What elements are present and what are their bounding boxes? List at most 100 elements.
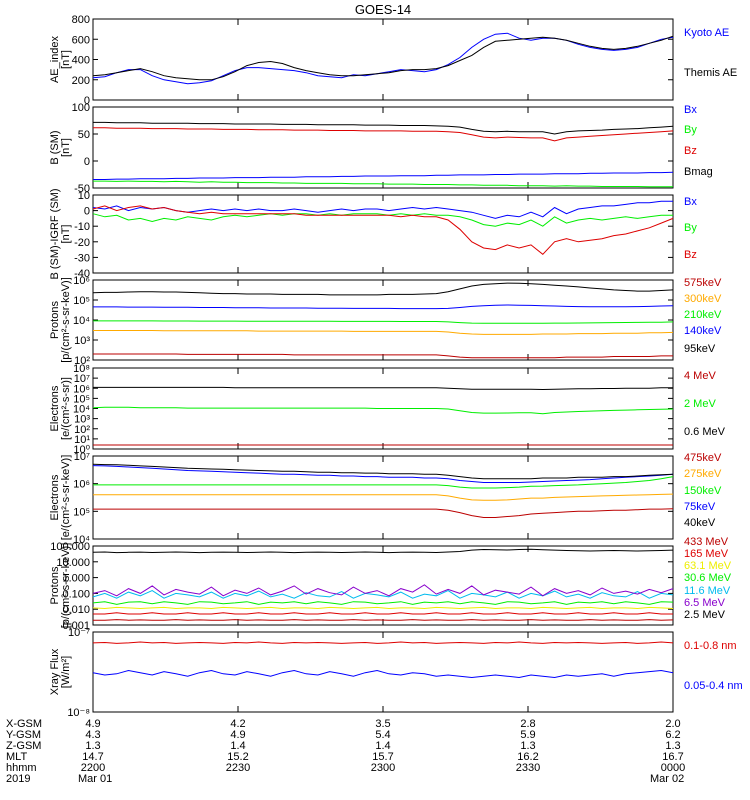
footer-row-label: Y-GSM [6,729,41,741]
electrons_kev-ylabel: Electrons [49,474,61,520]
bigrf-ytick-label: -10 [74,221,90,233]
electrons_kev-ytick-label: 10⁴ [73,534,90,546]
bsm-ytick-label: -50 [74,183,90,195]
footer-row-value: 1.3 [85,740,100,752]
electrons_kev-ytick-label: 10⁶ [73,479,90,491]
footer-row-value: 4.9 [230,729,245,741]
electrons_mev-ytick-label: 10⁷ [74,373,90,385]
footer-row-label: hhmm [6,762,37,774]
protons_hi-ytick-label: 10.000 [56,557,90,569]
protons_hi-ylabel: [p/(cm²-s-sr-keV)] [60,543,72,629]
footer-row-label: X-GSM [6,718,42,730]
electrons_kev-series-line [92,463,674,480]
protons_mev-ytick-label: 10⁴ [73,315,90,327]
ae-ytick-label: 800 [72,14,90,26]
protons_mev-series-line [93,304,674,310]
footer-row-value: 15.2 [227,751,248,763]
bsm-legend-entry: Bz [684,145,697,157]
bigrf-series-line [92,213,673,227]
protons_hi-series-line [92,548,674,554]
electrons_kev-frame [92,455,674,540]
footer-row-value: 2230 [226,762,250,774]
footer-row-label: Z-GSM [6,740,41,752]
footer-row-value: 1.3 [520,740,535,752]
electrons_mev-ytick-label: 10⁰ [73,444,90,456]
bsm-legend-entry: Bx [684,104,697,116]
electrons_mev-ytick-label: 10⁸ [73,363,90,375]
protons_hi-ytick-label: 0.100 [62,588,90,600]
protons_mev-series-line [93,353,673,359]
bsm-ylabel: [nT] [60,138,72,157]
ae-series-line [92,32,674,85]
protons_hi-series-line [92,601,674,605]
bsm-ytick-label: 100 [72,102,90,114]
bsm-ytick-label: 50 [78,129,90,141]
bsm-ytick-label: 0 [84,156,90,168]
footer-row-value: 2200 [81,762,105,774]
protons_mev-ytick-label: 10⁶ [73,275,90,287]
protons_hi-series-line [92,584,674,597]
footer-row-value: 4.3 [85,729,100,741]
ae-frame [92,18,674,101]
electrons_mev-series-line [93,386,673,391]
electrons_kev-series-line [93,476,674,489]
bigrf-series-line [92,205,674,255]
ae-legend-entry: Kyoto AE [684,27,729,39]
footer-row-value: 2330 [516,762,540,774]
footer-row-value: 4.2 [230,718,245,730]
bigrf-ytick-label: 0 [84,206,90,218]
footer-row-label: 2019 [6,773,30,785]
protons_hi-series-line [92,590,674,599]
electrons_kev-ytick-label: 10⁵ [73,506,90,518]
electrons_mev-ytick-label: 10⁶ [73,383,90,395]
xray-ylabel: [W/m²] [60,656,72,688]
protons_mev-legend-entry: 300keV [684,293,722,305]
protons_mev-ytick-label: 10⁵ [73,295,90,307]
protons_mev-series-line [93,330,674,335]
footer-row-label: MLT [6,751,27,763]
xray-ytick-label: 10⁻⁸ [67,707,90,719]
protons_hi-legend-entry: 165 MeV [684,548,729,560]
chart-title: GOES-14 [355,2,411,17]
footer-row-value: Mar 01 [78,773,112,785]
footer-row-value: 2.0 [665,718,680,730]
protons_hi-legend-entry: 63.1 MeV [684,560,732,572]
ae-ytick-label: 0 [84,95,90,107]
footer-row-value: 5.4 [375,729,390,741]
bsm-legend-entry: By [684,124,697,136]
xray-series-line [92,669,674,679]
electrons_kev-series-line [93,493,674,501]
electrons_mev-legend-entry: 2 MeV [684,398,716,410]
electrons_kev-series-line [93,508,674,518]
ae-legend-entry: Themis AE [684,67,737,79]
footer-row-value: 0000 [661,762,685,774]
electrons_kev-legend-entry: 75keV [684,501,716,513]
protons_hi-series-line [93,619,674,621]
ae-ytick-label: 200 [72,75,90,87]
electrons_mev-ylabel: [e/(cm²-s-sr)] [60,377,72,440]
xray-legend-entry: 0.05-0.4 nm [684,680,743,692]
protons_hi-series-line [93,612,673,615]
bigrf-ytick-label: -20 [74,237,90,249]
protons_mev-legend-entry: 210keV [684,309,722,321]
protons_hi-legend-entry: 433 MeV [684,536,729,548]
protons_mev-ytick-label: 10³ [74,335,90,347]
footer-row-value: 4.9 [85,718,100,730]
protons_hi-legend-entry: 2.5 MeV [684,609,726,621]
bigrf-legend-entry: Bx [684,196,697,208]
electrons_mev-series-line [92,406,674,415]
bigrf-ytick-label: 10 [78,190,90,202]
footer-row-value: 1.4 [230,740,245,752]
protons_mev-legend-entry: 575keV [684,277,722,289]
footer-row-value: 3.5 [375,718,390,730]
protons_mev-ylabel: [p/(cm²-s-sr-keV)] [60,277,72,363]
electrons_kev-legend-entry: 475keV [684,452,722,464]
electrons_mev-ytick-label: 10³ [74,414,90,426]
footer-row-value: 2.8 [520,718,535,730]
protons_mev-series-line [92,282,674,296]
footer-row-value: 16.2 [517,751,538,763]
electrons_mev-legend-entry: 0.6 MeV [684,426,726,438]
electrons_mev-ylabel: Electrons [49,385,61,431]
bsm-ylabel: B (SM) [49,130,61,164]
bigrf-ylabel: [nT] [60,225,72,244]
